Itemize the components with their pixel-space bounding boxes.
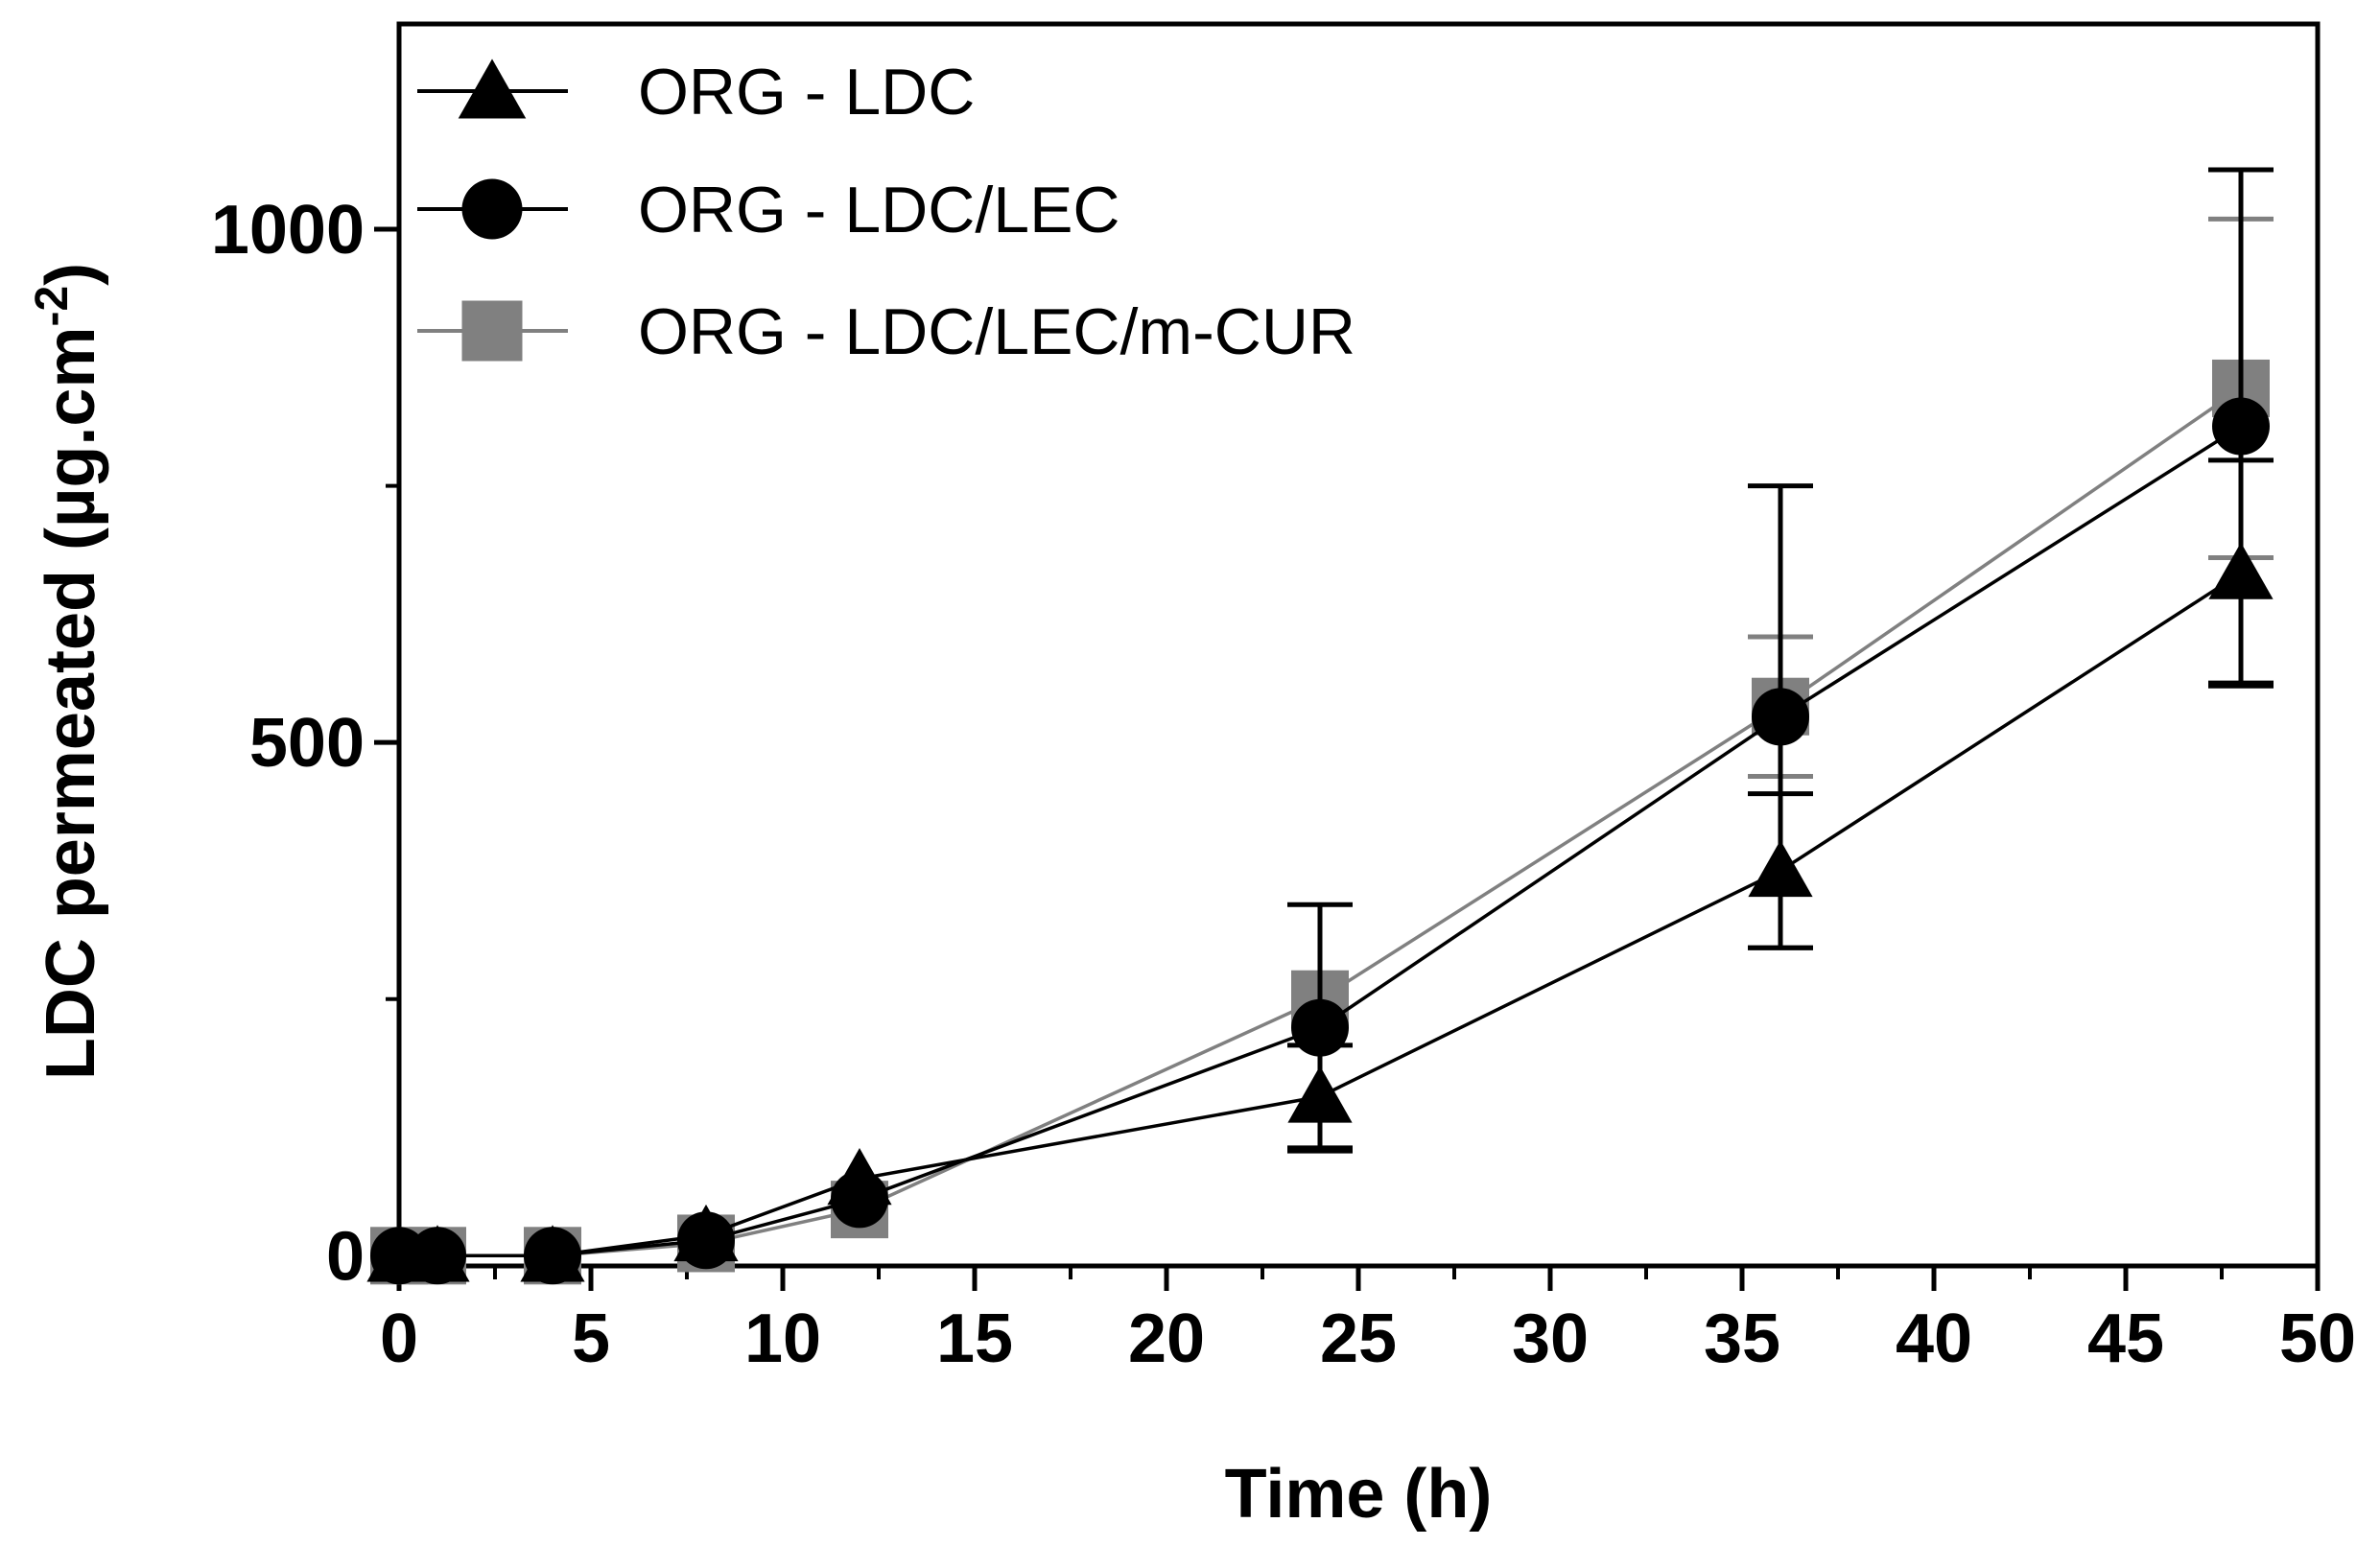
data-point: [1752, 688, 1809, 746]
data-point: [2212, 397, 2270, 456]
legend: ORG - LDC ORG - LDC/LEC ORG - LDC/LEC/m-CU…: [417, 56, 1355, 368]
legend-label: ORG - LDC/LEC: [638, 174, 1120, 246]
data-point: [827, 1148, 892, 1206]
y-axis-ticks: 0 500 1000: [211, 192, 399, 1295]
data-point: [1748, 839, 1813, 898]
series-layer: [366, 167, 2274, 1285]
x-tick-label: 35: [1704, 1300, 1780, 1377]
y-axis-title-main: LDC permeated (µg.cm: [33, 327, 109, 1081]
legend-marker: [458, 59, 527, 119]
y-axis-title-close: ): [33, 263, 109, 286]
legend-marker: [461, 300, 523, 362]
legend-label: ORG - LDC/LEC/m-CUR: [638, 295, 1355, 368]
x-tick-label: 45: [2087, 1300, 2164, 1377]
data-point: [405, 1225, 470, 1282]
series-triangle: [366, 457, 2274, 1282]
legend-item: ORG - LDC/LEC: [417, 174, 1120, 246]
x-tick-label: 50: [2279, 1300, 2356, 1377]
data-point: [1287, 1066, 1353, 1123]
legend-item: ORG - LDC: [417, 56, 975, 129]
y-axis-title-sup: -2: [27, 286, 78, 327]
x-tick-label: 20: [1128, 1300, 1205, 1377]
x-tick-label: 40: [1896, 1300, 1972, 1377]
data-point: [2208, 542, 2274, 599]
x-axis-ticks: 0 5 10 15 20 25 30 35 40 45 50: [380, 1266, 2356, 1377]
x-tick-label: 10: [744, 1300, 821, 1377]
legend-marker: [461, 178, 523, 240]
y-tick-label: 0: [326, 1218, 365, 1295]
x-tick-label: 5: [572, 1300, 610, 1377]
x-axis-title: Time (h): [1225, 1456, 1493, 1533]
legend-label: ORG - LDC: [638, 56, 975, 129]
data-point: [673, 1204, 739, 1262]
y-axis-title: LDC permeated (µg.cm-2): [27, 263, 109, 1080]
y-tick-label: 1000: [211, 192, 365, 269]
data-point: [520, 1225, 585, 1282]
x-tick-label: 30: [1512, 1300, 1589, 1377]
x-tick-label: 25: [1320, 1300, 1397, 1377]
legend-item: ORG - LDC/LEC/m-CUR: [417, 295, 1355, 368]
series-line: [399, 572, 2242, 1258]
data-point: [1291, 998, 1349, 1057]
x-tick-label: 15: [936, 1300, 1013, 1377]
y-tick-label: 500: [249, 705, 365, 782]
x-tick-label: 0: [380, 1300, 418, 1377]
